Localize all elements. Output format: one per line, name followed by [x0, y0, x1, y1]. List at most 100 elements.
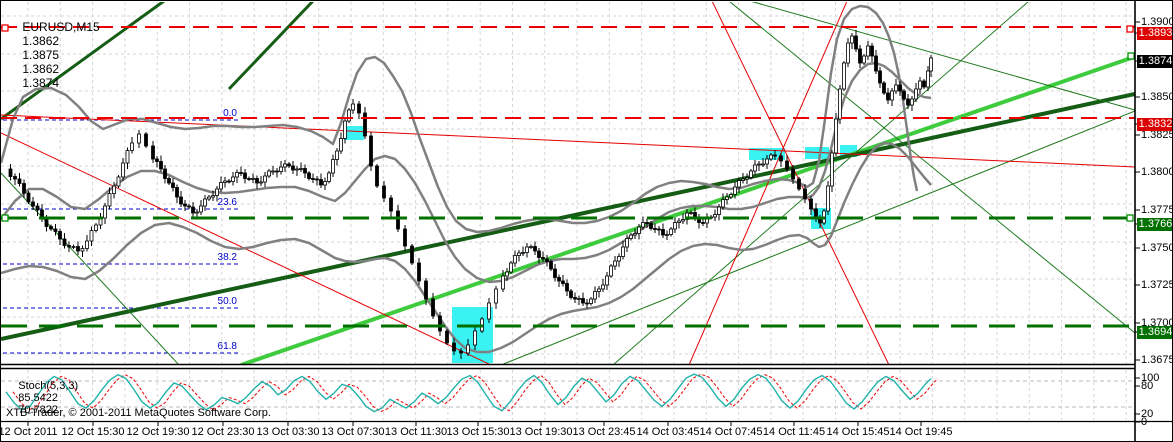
- candle-body: [834, 118, 838, 154]
- candle-body: [452, 342, 456, 352]
- candle-body: [275, 170, 279, 173]
- candle-body: [625, 238, 629, 248]
- candle-body: [677, 220, 681, 223]
- highlight-zone: [452, 307, 493, 363]
- candle-body: [351, 103, 355, 111]
- stoch-signal-line: [12, 373, 939, 413]
- candle-body: [347, 109, 351, 122]
- candle-body: [155, 158, 159, 162]
- candle-body: [605, 275, 609, 286]
- main-chart-area[interactable]: [1, 1, 1135, 365]
- time-label: 13 Oct 19:30: [509, 426, 573, 438]
- candle-body: [553, 268, 557, 278]
- candle-body: [191, 206, 195, 214]
- price-label-1.3832: 1.3832: [1137, 118, 1173, 131]
- candle-body: [918, 80, 922, 90]
- candle-body: [315, 178, 319, 181]
- candle-body: [803, 188, 807, 200]
- candle-body: [569, 290, 573, 298]
- candle-body: [71, 246, 76, 248]
- candle-body: [641, 222, 645, 228]
- candle-body: [125, 150, 130, 164]
- candle-body: [601, 284, 605, 290]
- trendline-endpoint-marker[interactable]: [1126, 214, 1134, 222]
- candle-body: [85, 240, 89, 249]
- trendline-endpoint-marker[interactable]: [1126, 25, 1134, 33]
- candle-body: [745, 177, 749, 180]
- candle-body: [501, 275, 505, 290]
- time-label: 13 Oct 03:30: [256, 426, 320, 438]
- price-label-1.3893: 1.3893: [1137, 27, 1173, 40]
- stoch-main-line: [5, 373, 932, 413]
- trendline-red-resistance-slope[interactable]: [1, 114, 1135, 168]
- candle-body: [585, 302, 589, 305]
- candle-body: [175, 187, 179, 198]
- candle-body: [263, 175, 267, 183]
- candle-body: [466, 344, 470, 354]
- candle-body: [749, 170, 753, 178]
- candle-body: [307, 172, 311, 179]
- candle-body: [529, 246, 533, 248]
- price-label-1.3694: 1.3694: [1137, 326, 1173, 339]
- price-label-1.3900: 1.3900: [1141, 16, 1173, 28]
- bollinger-upper: [1, 4, 919, 234]
- candle-body: [327, 172, 331, 182]
- candle-body: [171, 182, 175, 188]
- trendline-thin-green-asc-2[interactable]: [501, 110, 1135, 365]
- trendline-endpoint-marker[interactable]: [1, 24, 9, 32]
- candle-body: [890, 90, 894, 101]
- bollinger-lower: [1, 141, 932, 354]
- candle-body: [22, 183, 26, 194]
- candle-body: [665, 234, 669, 236]
- candle-body: [753, 164, 757, 172]
- candle-body: [830, 152, 834, 187]
- candle-body: [541, 257, 545, 260]
- candle-body: [203, 198, 207, 207]
- candle-body: [910, 98, 914, 106]
- candle-body: [207, 196, 211, 200]
- trendline-steep-green-left-2[interactable]: [227, 1, 315, 91]
- time-label: 12 Oct 23:30: [191, 426, 255, 438]
- candle-body: [854, 35, 858, 50]
- candle-body: [424, 280, 428, 300]
- stochastic-panel[interactable]: [1, 370, 1135, 420]
- candle-body: [223, 180, 227, 183]
- trendline-red-asc-spike[interactable]: [688, 1, 848, 365]
- trendline-endpoint-marker[interactable]: [1, 214, 9, 222]
- candle-body: [637, 226, 641, 234]
- trendline-thin-green-desc-left[interactable]: [1, 172, 179, 365]
- candle-body: [713, 214, 717, 218]
- price-label-1.3874: 1.3874: [1137, 55, 1173, 68]
- candle-body: [8, 168, 13, 177]
- candle-body: [26, 192, 31, 203]
- candle-body: [473, 330, 477, 346]
- candle-body: [211, 195, 215, 198]
- quote-high: 1.3875: [22, 48, 60, 62]
- chart-title: EURUSD,M15 1.3862 1.3875 1.3862 1.3874: [9, 6, 104, 104]
- candle-body: [809, 198, 813, 210]
- time-label: 13 Oct 15:30: [446, 426, 510, 438]
- candle-body: [689, 212, 693, 214]
- candle-body: [513, 255, 517, 264]
- candle-body: [533, 246, 537, 252]
- trendline-thin-green-desc-right-2[interactable]: [729, 1, 1135, 334]
- price-label-1.3850: 1.3850: [1141, 91, 1173, 103]
- candle-body: [251, 178, 255, 180]
- candle-body: [717, 206, 721, 215]
- trendline-thin-green-desc-right-1[interactable]: [750, 1, 1135, 111]
- price-label-1.3775: 1.3775: [1141, 204, 1173, 216]
- candle-body: [765, 158, 769, 165]
- candle-body: [291, 165, 295, 171]
- candle-body: [573, 297, 577, 300]
- trendline-steep-green-upper-left[interactable]: [1, 1, 165, 121]
- candle-body: [545, 258, 549, 262]
- candle-body: [311, 178, 315, 180]
- trendline-dark-green-support[interactable]: [1, 92, 1135, 341]
- candle-body: [653, 228, 657, 230]
- symbol-timeframe: EURUSD,M15: [22, 20, 100, 34]
- candle-body: [818, 218, 822, 224]
- fib-label-0.0: 0.0: [223, 108, 237, 119]
- candle-body: [112, 185, 116, 194]
- trendline-endpoint-marker[interactable]: [1127, 52, 1135, 60]
